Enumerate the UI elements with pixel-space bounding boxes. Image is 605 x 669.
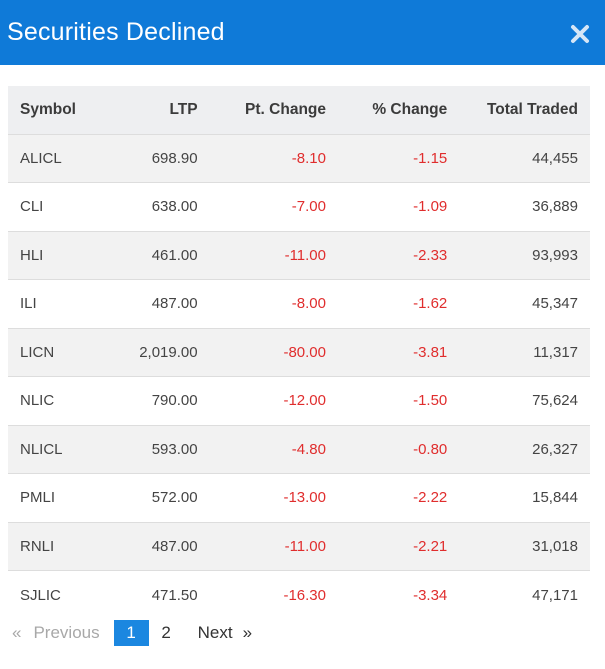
modal-header: Securities Declined [0, 0, 605, 65]
cell-symbol: NLICL [20, 440, 63, 458]
cell-total-traded: 93,993 [532, 246, 578, 264]
securities-table-container: Symbol LTP Pt. Change % Change Total Tra… [8, 86, 590, 619]
cell-symbol: HLI [20, 246, 44, 264]
previous-label: Previous [33, 623, 100, 642]
next-label: Next [197, 623, 233, 642]
cell-ltp: 593.00 [151, 440, 198, 458]
cell-pct-change: -2.33 [413, 246, 448, 264]
cell-symbol: ALICL [20, 149, 62, 167]
close-icon [570, 24, 590, 44]
cell-total-traded: 36,889 [532, 198, 578, 216]
cell-pt-change: -11.00 [284, 537, 326, 555]
cell-ltp: 698.90 [151, 149, 198, 167]
cell-symbol: PMLI [20, 489, 56, 507]
modal-title: Securities Declined [7, 18, 225, 46]
table-row: ALICL 698.90 -8.10 -1.15 44,455 [8, 134, 590, 183]
table-row: CLI 638.00 -7.00 -1.09 36,889 [8, 182, 590, 231]
cell-pt-change: -11.00 [284, 246, 326, 264]
cell-pct-change: -1.62 [413, 295, 448, 313]
cell-pt-change: -8.00 [291, 295, 326, 313]
cell-pct-change: -1.50 [413, 392, 448, 410]
cell-pt-change: -16.30 [283, 586, 326, 604]
column-header-pt-change[interactable]: Pt. Change [245, 100, 326, 118]
cell-symbol: CLI [20, 198, 44, 216]
cell-pct-change: -2.22 [413, 489, 448, 507]
previous-page-button: « Previous [12, 623, 100, 643]
column-header-total-traded[interactable]: Total Traded [486, 100, 578, 118]
cell-pt-change: -80.00 [283, 343, 326, 361]
cell-symbol: ILI [20, 295, 37, 313]
cell-pct-change: -1.09 [413, 198, 448, 216]
page-1-button[interactable]: 1 [113, 620, 149, 646]
column-header-symbol[interactable]: Symbol [20, 100, 76, 118]
cell-total-traded: 44,455 [532, 149, 578, 167]
table-row: PMLI 572.00 -13.00 -2.22 15,844 [8, 473, 590, 522]
cell-total-traded: 47,171 [532, 586, 578, 604]
chevron-left-double-icon: « [12, 623, 22, 642]
cell-symbol: LICN [20, 343, 55, 361]
securities-table: Symbol LTP Pt. Change % Change Total Tra… [8, 86, 590, 619]
cell-ltp: 487.00 [151, 537, 198, 555]
cell-pt-change: -4.80 [291, 440, 326, 458]
cell-pt-change: -7.00 [291, 198, 326, 216]
table-row: SJLIC 471.50 -16.30 -3.34 47,171 [8, 570, 590, 619]
page-2-button[interactable]: 2 [161, 623, 171, 642]
cell-ltp: 487.00 [151, 295, 198, 313]
table-row: NLIC 790.00 -12.00 -1.50 75,624 [8, 376, 590, 425]
cell-ltp: 2,019.00 [139, 343, 198, 361]
pagination: « Previous 1 2 Next » [12, 620, 252, 646]
cell-pt-change: -8.10 [291, 149, 326, 167]
table-row: HLI 461.00 -11.00 -2.33 93,993 [8, 231, 590, 280]
next-page-button[interactable]: Next » [198, 623, 252, 643]
table-row: NLICL 593.00 -4.80 -0.80 26,327 [8, 425, 590, 474]
cell-total-traded: 45,347 [532, 295, 578, 313]
table-row: ILI 487.00 -8.00 -1.62 45,347 [8, 279, 590, 328]
column-header-ltp[interactable]: LTP [169, 100, 198, 118]
cell-pt-change: -13.00 [283, 489, 326, 507]
table-row: RNLI 487.00 -11.00 -2.21 31,018 [8, 522, 590, 571]
close-button[interactable] [567, 21, 593, 47]
table-header-row: Symbol LTP Pt. Change % Change Total Tra… [8, 86, 590, 134]
cell-pct-change: -3.81 [413, 343, 448, 361]
cell-ltp: 572.00 [151, 489, 198, 507]
column-header-pct-change[interactable]: % Change [372, 100, 448, 118]
cell-pt-change: -12.00 [283, 392, 326, 410]
cell-ltp: 638.00 [151, 198, 198, 216]
cell-symbol: RNLI [20, 537, 55, 555]
cell-pct-change: -1.15 [413, 149, 448, 167]
cell-pct-change: -0.80 [413, 440, 448, 458]
cell-ltp: 790.00 [151, 392, 198, 410]
cell-total-traded: 26,327 [532, 440, 578, 458]
cell-total-traded: 15,844 [532, 489, 578, 507]
cell-total-traded: 31,018 [532, 537, 578, 555]
cell-ltp: 461.00 [151, 246, 198, 264]
cell-ltp: 471.50 [151, 586, 198, 604]
cell-pct-change: -3.34 [413, 586, 448, 604]
chevron-right-double-icon: » [242, 623, 253, 642]
cell-symbol: NLIC [20, 392, 55, 410]
cell-total-traded: 11,317 [533, 343, 578, 361]
cell-total-traded: 75,624 [532, 392, 578, 410]
table-row: LICN 2,019.00 -80.00 -3.81 11,317 [8, 328, 590, 377]
cell-symbol: SJLIC [20, 586, 61, 604]
cell-pct-change: -2.21 [413, 537, 448, 555]
